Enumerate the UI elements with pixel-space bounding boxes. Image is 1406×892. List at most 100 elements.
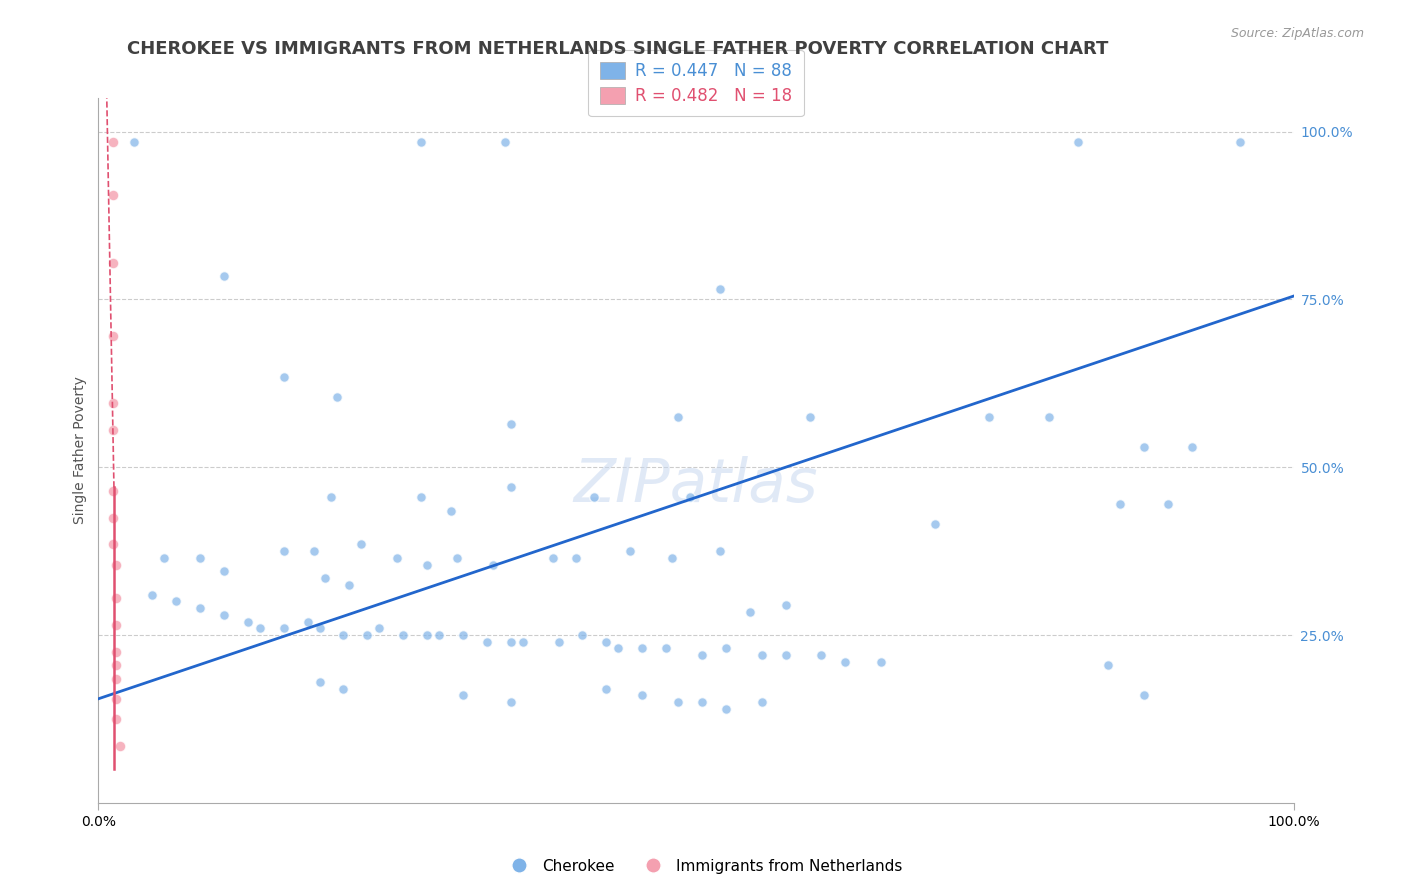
Point [583,491,606,505]
Point [416,558,439,572]
Point [356,628,378,642]
Point [249,621,271,635]
Point [339,577,361,591]
Point [105,645,128,659]
Point [666,409,689,424]
Point [321,491,343,505]
Point [392,628,415,642]
Point [101,329,124,343]
Point [416,628,439,642]
Point [512,634,534,648]
Point [368,621,391,635]
Point [631,641,654,656]
Point [101,483,124,498]
Point [350,537,373,551]
Point [105,558,128,572]
Point [105,658,128,673]
Point [924,517,946,532]
Point [751,695,773,709]
Point [124,135,146,149]
Point [188,601,211,615]
Point [411,135,433,149]
Point [411,491,433,505]
Point [153,550,176,565]
Point [679,491,702,505]
Point [105,672,128,686]
Point [709,282,731,296]
Point [810,648,832,662]
Point [451,689,474,703]
Point [571,628,593,642]
Point [101,255,124,269]
Point [751,648,773,662]
Point [108,739,131,753]
Point [446,550,468,565]
Point [977,409,1000,424]
Point [332,681,354,696]
Point [212,268,235,283]
Point [499,480,522,494]
Point [661,550,683,565]
Point [308,621,330,635]
Point [690,648,713,662]
Point [619,544,641,558]
Point [440,504,463,518]
Point [105,712,128,726]
Point [714,641,737,656]
Legend: R = 0.447   N = 88, R = 0.482   N = 18: R = 0.447 N = 88, R = 0.482 N = 18 [588,50,804,117]
Point [297,615,319,629]
Point [1133,440,1156,454]
Point [475,634,498,648]
Point [1157,497,1180,511]
Point [101,510,124,524]
Point [212,607,235,622]
Point [799,409,821,424]
Point [332,628,354,642]
Point [308,675,330,690]
Point [1133,689,1156,703]
Point [655,641,678,656]
Point [714,702,737,716]
Text: Source: ZipAtlas.com: Source: ZipAtlas.com [1230,27,1364,40]
Point [101,188,124,202]
Point [101,135,124,149]
Point [565,550,588,565]
Point [1067,135,1090,149]
Point [1097,658,1119,673]
Point [165,594,187,608]
Point [273,544,295,558]
Point [236,615,259,629]
Point [690,695,713,709]
Point [870,655,893,669]
Point [105,591,128,606]
Point [595,681,617,696]
Point [451,628,474,642]
Text: ZIPatlas: ZIPatlas [574,456,818,516]
Point [326,390,349,404]
Y-axis label: Single Father Poverty: Single Father Poverty [73,376,87,524]
Point [1181,440,1204,454]
Point [775,648,797,662]
Point [302,544,325,558]
Point [709,544,731,558]
Point [666,695,689,709]
Point [1229,135,1251,149]
Point [105,691,128,706]
Point [1109,497,1132,511]
Text: CHEROKEE VS IMMIGRANTS FROM NETHERLANDS SINGLE FATHER POVERTY CORRELATION CHART: CHEROKEE VS IMMIGRANTS FROM NETHERLANDS … [127,40,1108,58]
Point [499,695,522,709]
Point [607,641,630,656]
Point [738,605,761,619]
Point [212,564,235,578]
Point [141,588,163,602]
Point [595,634,617,648]
Point [273,621,295,635]
Point [188,550,211,565]
Point [101,537,124,551]
Point [499,417,522,431]
Point [775,598,797,612]
Point [101,396,124,410]
Point [631,689,654,703]
Point [494,135,516,149]
Point [101,423,124,437]
